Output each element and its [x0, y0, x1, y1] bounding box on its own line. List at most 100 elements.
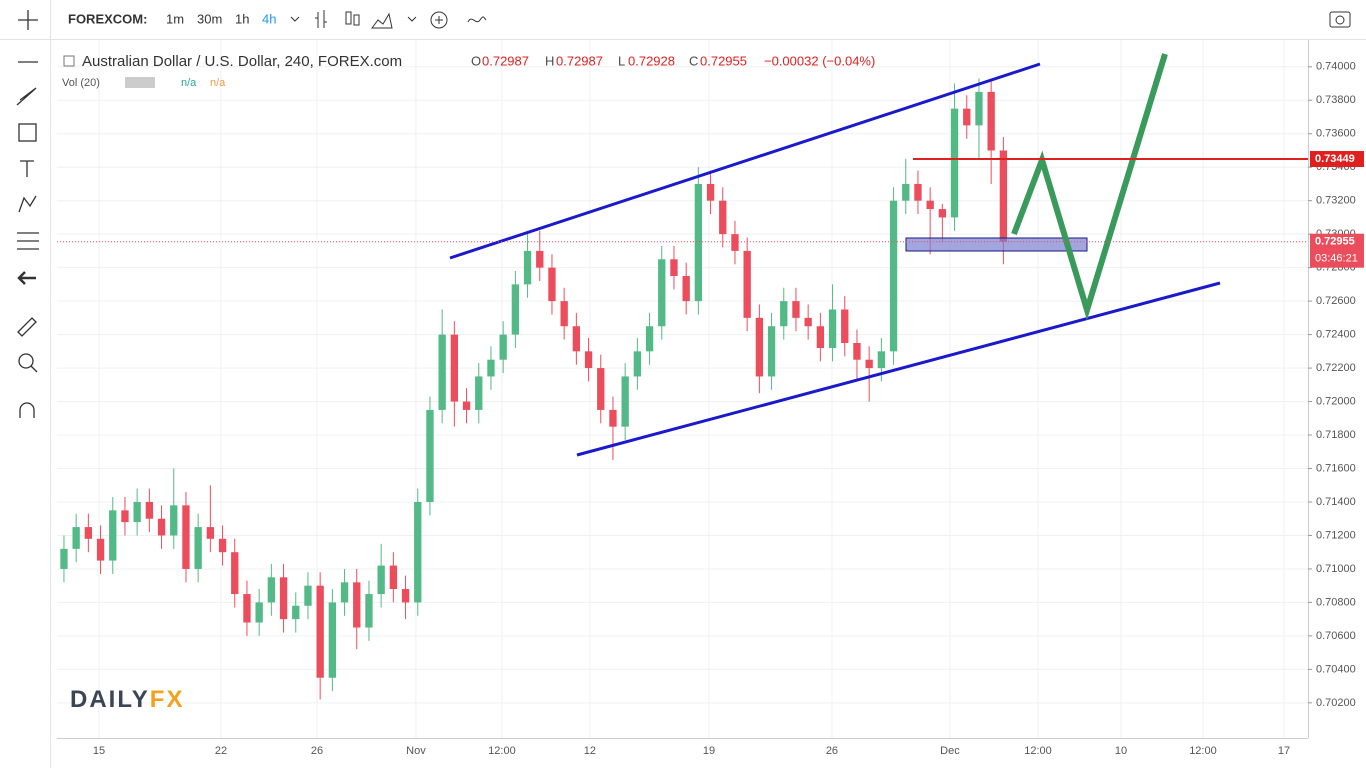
dropdown-icon[interactable] — [290, 16, 300, 22]
candle-body — [975, 91, 983, 126]
candle-body — [96, 538, 105, 561]
y-tick-label: 0.72000 — [1316, 395, 1356, 407]
legend-change: −0.00032 (−0.04%) — [764, 53, 875, 68]
channel-upper — [449, 62, 1041, 260]
candle-body — [682, 276, 690, 302]
candle-body — [548, 267, 556, 302]
y-tick-label: 0.72200 — [1316, 362, 1356, 374]
candle-body — [462, 401, 471, 410]
candle-body — [340, 582, 349, 603]
candle-body — [731, 234, 739, 251]
y-tick-label: 0.71600 — [1316, 462, 1356, 474]
last-price-tag — [1310, 233, 1364, 268]
candle-body — [584, 351, 593, 369]
last-price-label: 0.72955 — [1315, 236, 1355, 248]
candle-body — [389, 565, 398, 590]
candle-body — [877, 351, 886, 369]
x-tick-label: 15 — [93, 745, 105, 757]
candle-body — [292, 605, 300, 620]
candle-body — [706, 183, 715, 201]
top-toolbar — [0, 0, 1366, 40]
channel-lower — [576, 281, 1221, 457]
candle-body — [328, 602, 337, 678]
candle-body — [621, 376, 629, 427]
candle-body — [426, 409, 434, 502]
interval[interactable]: 4h — [262, 11, 276, 26]
candle-body — [511, 284, 520, 335]
x-tick-label: 12:00 — [1024, 745, 1052, 757]
candle-body — [133, 501, 141, 523]
volume-value: n/a — [210, 77, 226, 89]
interval[interactable]: 1h — [235, 11, 249, 26]
symbol[interactable]: FOREXCOM: — [68, 11, 147, 26]
candle-body — [841, 309, 849, 343]
toolbar-icons[interactable] — [315, 10, 1351, 29]
candle-body — [377, 565, 385, 595]
candle-body — [523, 250, 532, 285]
y-tick-label: 0.72600 — [1316, 295, 1356, 307]
candle-body — [987, 91, 995, 151]
candle-body — [963, 108, 971, 126]
sidebar-icons[interactable] — [16, 10, 39, 418]
candle-body — [902, 183, 910, 201]
candle-body — [694, 183, 703, 302]
interval[interactable]: 1m — [166, 11, 184, 26]
collapse-icon[interactable] — [63, 55, 75, 67]
candle-body — [401, 589, 410, 603]
candle-body — [121, 510, 129, 523]
candle-body — [950, 108, 959, 218]
y-tick-label: 0.74000 — [1316, 61, 1356, 73]
candle-body — [767, 326, 776, 377]
candle-body — [182, 505, 190, 569]
y-tick-label: 0.73600 — [1316, 128, 1356, 140]
candle-body — [304, 585, 312, 606]
grid — [57, 40, 1308, 738]
candle-body — [743, 250, 751, 318]
candle-body — [450, 334, 459, 402]
candle-body — [938, 209, 947, 218]
y-tick-label: 0.72400 — [1316, 329, 1356, 341]
candle-body — [353, 582, 361, 628]
y-tick-label: 0.71000 — [1316, 563, 1356, 575]
candle-body — [499, 334, 507, 360]
legend-value: 0.72928 — [628, 53, 675, 68]
candle-body — [658, 259, 666, 327]
candle-body — [194, 527, 202, 569]
candle-body — [72, 527, 80, 549]
logo: DAILYFX — [70, 686, 184, 713]
logo-part: FX — [150, 686, 185, 713]
y-tick-label: 0.73200 — [1316, 195, 1356, 207]
candle-body — [926, 200, 934, 210]
volume-icons[interactable] — [125, 77, 155, 88]
x-tick-label: 17 — [1278, 745, 1290, 757]
x-tick-label: 12:00 — [1189, 745, 1217, 757]
candle-body — [597, 368, 605, 410]
candle-body — [780, 301, 788, 327]
volume-label: Vol (20) — [62, 77, 100, 89]
candle-body — [853, 342, 861, 360]
legend-key: L — [618, 53, 625, 68]
candle-body — [670, 259, 678, 277]
interval[interactable]: 30m — [197, 11, 222, 26]
candle-body — [999, 150, 1008, 242]
candle-body — [804, 317, 812, 327]
candle-body — [170, 505, 178, 536]
candle-body — [536, 250, 544, 268]
price-tag-label: 0.73449 — [1315, 153, 1355, 165]
ohlc-legend: O 0.72987 H 0.72987 L 0.72928 C 0.72955 … — [471, 53, 875, 68]
y-tick-label: 0.70800 — [1316, 596, 1356, 608]
legend-key: C — [689, 53, 698, 68]
candle-body — [889, 200, 898, 352]
candles — [60, 78, 1008, 700]
x-tick-label: 10 — [1115, 745, 1127, 757]
legend-value: 0.72987 — [482, 53, 529, 68]
candle-body — [475, 376, 483, 410]
y-tick-label: 0.70200 — [1316, 697, 1356, 709]
x-tick-label: 12:00 — [488, 745, 516, 757]
projection-path — [1011, 53, 1168, 321]
legend-value: 0.72955 — [700, 53, 747, 68]
candle-body — [645, 326, 654, 352]
y-tick-label: 0.70600 — [1316, 630, 1356, 642]
candle-body — [414, 501, 422, 603]
support-box — [905, 237, 1088, 252]
